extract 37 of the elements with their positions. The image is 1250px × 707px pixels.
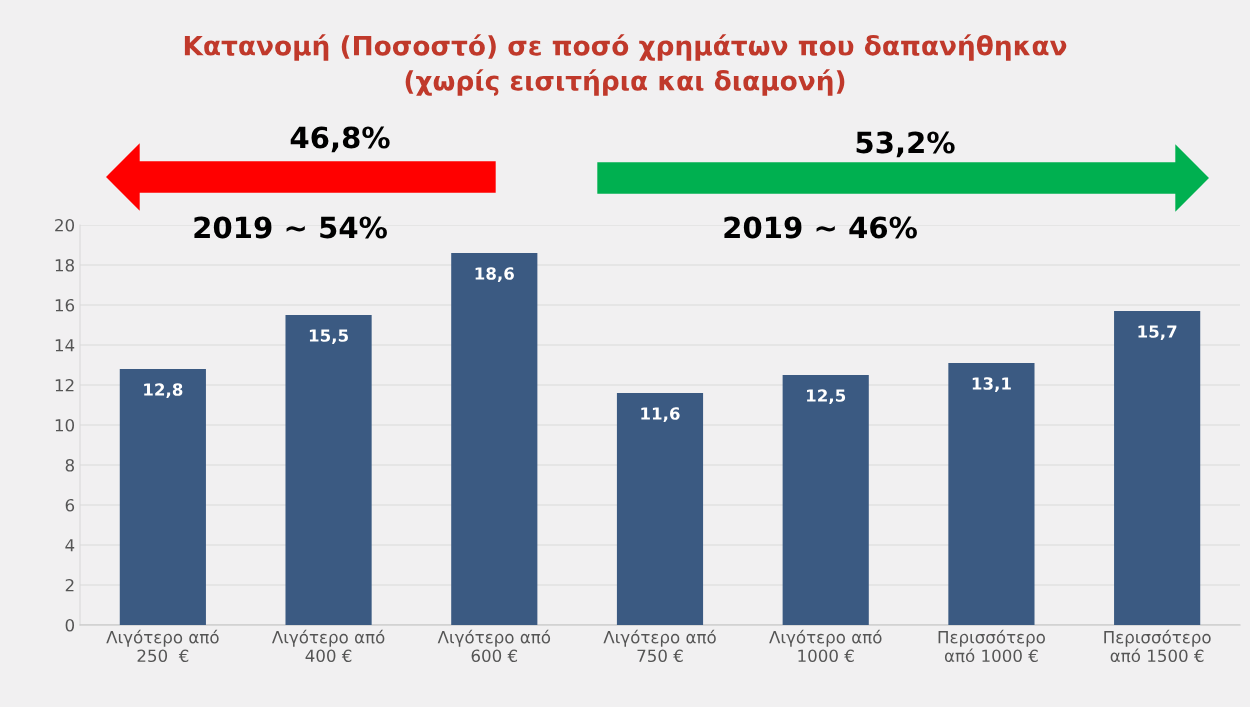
text: 46,8%	[290, 126, 390, 153]
x-tick-label: Λιγότερο από 250 €	[106, 629, 219, 663]
y-tick-label: 16	[55, 298, 75, 312]
y-tick-label: 2	[65, 578, 74, 592]
bar	[285, 315, 372, 625]
y-tick-label: 8	[65, 458, 74, 472]
x-tick-label: Περισσότερο από 1000 €	[938, 629, 1045, 663]
chart-title: Κατανομή (Ποσοστό) σε ποσό χρημάτων που δαπανήθηκαν (χωρίς εισιτήρια και διαμονή)	[184, 34, 1067, 96]
y-tick-label: 20	[55, 218, 75, 232]
annotation: 2019 ~ 54%	[194, 216, 387, 239]
x-tick-label: Λιγότερο από 600 €	[437, 629, 551, 663]
y-tick-label: 18	[55, 258, 74, 272]
data-label: 15,5	[309, 329, 348, 344]
data-label: 12,5	[807, 389, 846, 404]
x-tick-label: Λιγότερο από 1000 €	[769, 629, 882, 663]
bar	[782, 375, 869, 625]
data-label: 18,6	[475, 267, 514, 282]
y-tick-label: 10	[55, 418, 75, 432]
bar	[451, 253, 538, 625]
data-label: 15,7	[1138, 325, 1177, 340]
y-tick-label: 0	[65, 618, 75, 632]
bar	[948, 363, 1035, 625]
bar	[1114, 311, 1201, 625]
y-tick-label: 4	[65, 539, 75, 552]
y-tick-label: 14	[55, 339, 75, 352]
data-label: 12,8	[144, 383, 183, 398]
x-tick-label: Λιγότερο από 400 €	[271, 629, 385, 663]
bar	[119, 369, 206, 625]
data-label: 13,1	[972, 377, 1011, 392]
y-tick-label: 12	[55, 378, 74, 392]
text: 53,2%	[856, 131, 955, 158]
y-tick-label: 6	[65, 498, 75, 512]
bar	[616, 393, 704, 625]
x-tick-label: Περισσότερο από 1500 €	[1104, 629, 1211, 663]
x-tick-label: Λιγότερο από 750 €	[603, 629, 716, 663]
annotation: 2019 ~ 46%	[724, 216, 917, 239]
data-label: 11,6	[641, 407, 680, 422]
